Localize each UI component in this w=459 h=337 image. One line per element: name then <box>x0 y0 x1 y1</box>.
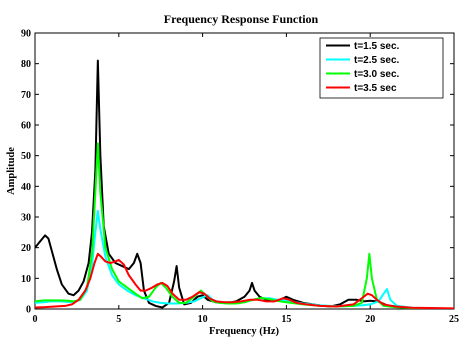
x-tick-label: 15 <box>281 314 291 325</box>
x-tick-label: 5 <box>116 314 121 325</box>
x-axis-label: Frequency (Hz) <box>209 326 280 337</box>
axes-frame <box>34 32 455 310</box>
y-tick-label: 0 <box>26 305 31 316</box>
y-tick-label: 40 <box>21 182 31 193</box>
series-lines <box>35 59 454 309</box>
y-tick-label: 80 <box>21 59 31 70</box>
y-axis-ticks: 0 10 20 30 40 50 60 70 80 90 <box>21 29 454 316</box>
legend-label-2: t=2.5 sec. <box>354 55 400 66</box>
series-line-2 <box>35 209 454 309</box>
chart-title: Frequency Response Function <box>164 12 319 26</box>
y-tick-label: 70 <box>21 90 31 101</box>
y-tick-label: 60 <box>21 121 31 132</box>
x-tick-label: 10 <box>198 314 208 325</box>
legend: t=1.5 sec. t=2.5 sec. t=3.0 sec. t=3.5 s… <box>319 37 444 99</box>
y-tick-label: 20 <box>21 243 31 254</box>
legend-label-1: t=1.5 sec. <box>354 41 400 52</box>
legend-label-3: t=3.0 sec. <box>354 69 400 80</box>
y-tick-label: 10 <box>21 274 31 285</box>
y-tick-label: 30 <box>21 213 31 224</box>
plot-area: 0 5 10 15 20 25 0 10 20 30 40 50 60 70 80 90 <box>21 29 459 326</box>
y-tick-label: 50 <box>21 151 31 162</box>
x-tick-label: 0 <box>33 314 38 325</box>
legend-label-4: t=3.5 sec <box>354 83 397 94</box>
x-tick-label: 20 <box>365 314 375 325</box>
y-axis-label: Amplitude <box>6 147 17 195</box>
x-tick-label: 25 <box>449 314 459 325</box>
y-tick-label: 90 <box>21 29 31 40</box>
x-axis-ticks: 0 5 10 15 20 25 <box>33 33 459 325</box>
series-line-4 <box>35 252 454 309</box>
